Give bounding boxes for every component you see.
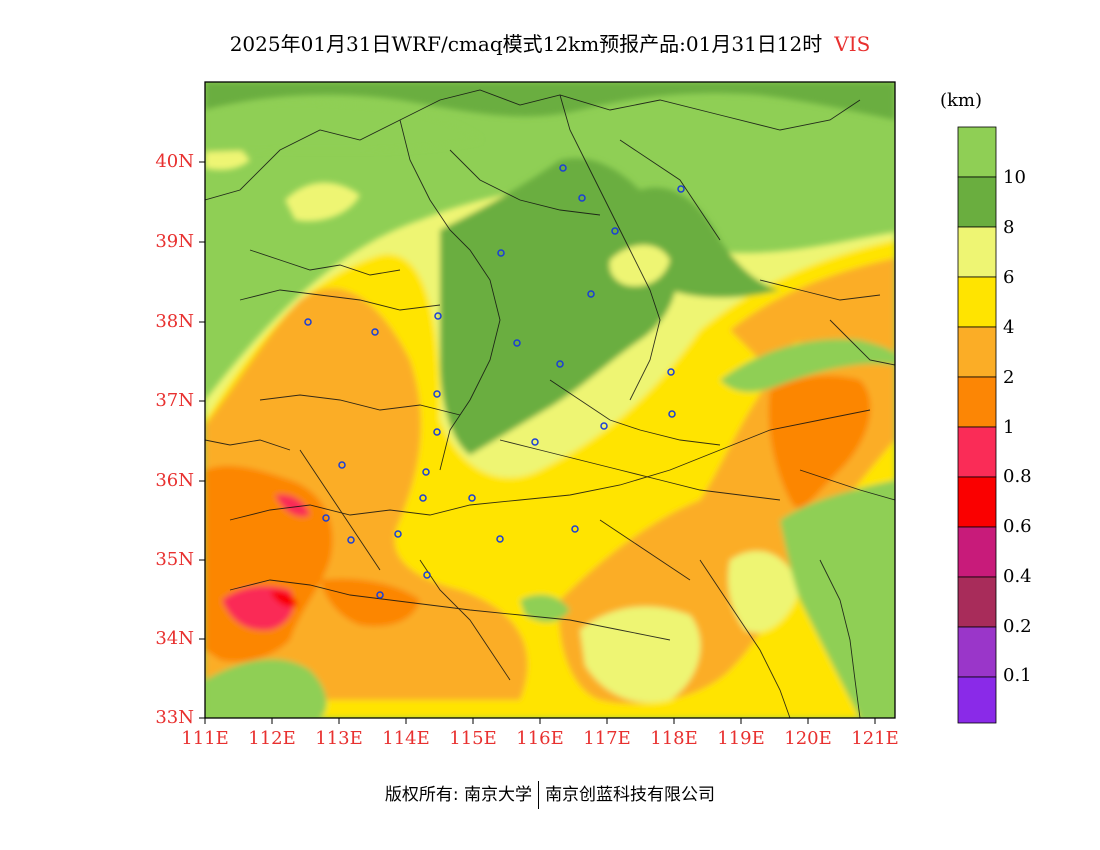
lat-label-34n: 34N [155, 628, 194, 649]
lat-label-40n: 40N [155, 151, 194, 172]
lon-label-119e: 119E [717, 728, 765, 749]
footer: 版权所有: 南京大学 南京创蓝科技有限公司 [0, 780, 1100, 809]
company-text: 南京创蓝科技有限公司 [545, 785, 716, 805]
lon-label-111e: 111E [181, 728, 229, 749]
lat-label-33n: 33N [155, 707, 194, 728]
lon-label-118e: 118E [650, 728, 698, 749]
title-text: 2025年01月31日WRF/cmaq模式12km预报产品:01月31日12时 [229, 32, 823, 56]
lat-label-39n: 39N [155, 231, 194, 252]
colorbar-label-8: 8 [1003, 217, 1015, 238]
axis-ticks [199, 161, 876, 724]
colorbar-label-2: 2 [1003, 367, 1015, 388]
map-frame [204, 81, 896, 719]
colorbar-label-0-8: 0.8 [1003, 466, 1032, 487]
lon-label-113e: 113E [315, 728, 363, 749]
colorbar-label-4: 4 [1003, 317, 1015, 338]
lon-label-114e: 114E [382, 728, 430, 749]
map-title: 2025年01月31日WRF/cmaq模式12km预报产品:01月31日12时 V… [0, 28, 1100, 57]
lat-label-38n: 38N [155, 311, 194, 332]
lat-label-36n: 36N [155, 470, 194, 491]
colorbar-label-0-2: 0.2 [1003, 616, 1032, 637]
lat-label-37n: 37N [155, 390, 194, 411]
title-variable: VIS [834, 32, 871, 56]
copyright-text: 版权所有: 南京大学 [384, 785, 533, 805]
lat-label-35n: 35N [155, 549, 194, 570]
colorbar-label-0-1: 0.1 [1003, 665, 1032, 686]
lon-label-121e: 121E [851, 728, 899, 749]
visibility-field [205, 82, 895, 718]
colorbar-label-1: 1 [1003, 417, 1015, 438]
colorbar-label-10: 10 [1003, 167, 1026, 188]
colorbar-label-6: 6 [1003, 267, 1015, 288]
colorbar-label-0-4: 0.4 [1003, 566, 1032, 587]
colorbar-label-0-6: 0.6 [1003, 516, 1032, 537]
lon-label-120e: 120E [784, 728, 832, 749]
lon-label-112e: 112E [248, 728, 296, 749]
lon-label-116e: 116E [516, 728, 564, 749]
lon-label-117e: 117E [583, 728, 631, 749]
footer-separator [538, 781, 540, 809]
colorbar [957, 126, 997, 724]
colorbar-unit: (km) [940, 90, 983, 111]
lon-label-115e: 115E [449, 728, 497, 749]
